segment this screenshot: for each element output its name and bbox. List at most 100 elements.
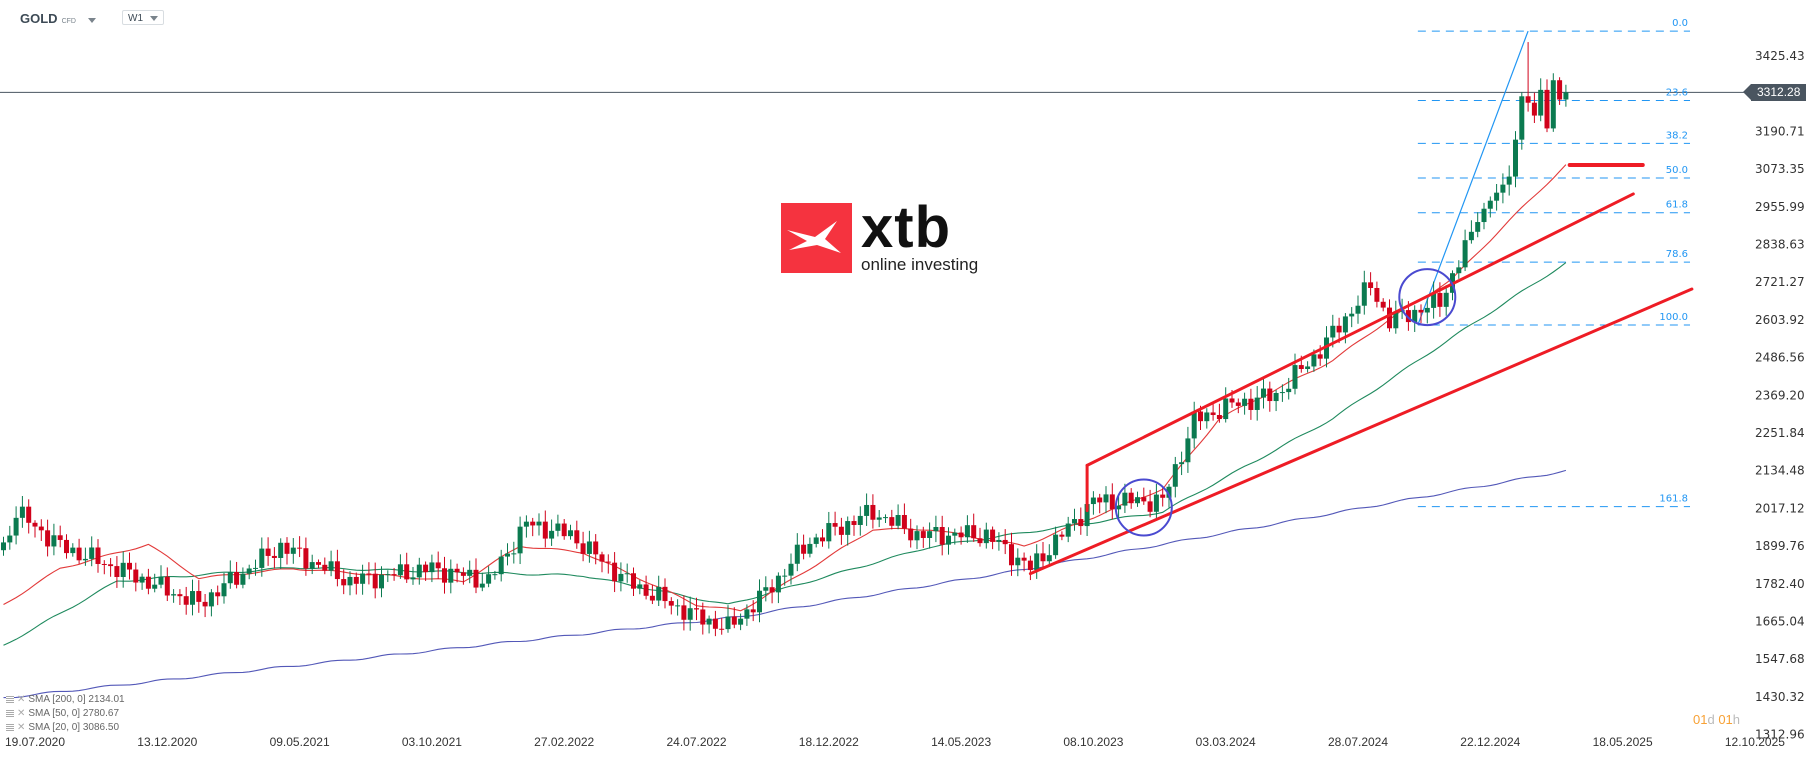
candle-body xyxy=(1487,200,1493,209)
candle xyxy=(712,610,718,637)
date-axis-label: 03.10.2021 xyxy=(402,735,462,749)
candle-body xyxy=(1015,557,1021,566)
candle-body xyxy=(253,567,258,569)
candle xyxy=(32,520,38,538)
candle xyxy=(45,519,51,557)
candle-body xyxy=(334,561,340,580)
candle xyxy=(851,515,857,536)
candle xyxy=(523,515,529,538)
candle-body xyxy=(744,609,750,619)
candle xyxy=(1009,532,1014,576)
candle xyxy=(89,536,95,567)
chevron-down-icon xyxy=(150,16,158,21)
candle xyxy=(649,584,655,605)
candle-body xyxy=(1141,497,1147,502)
xtb-logo: xtb online investing xyxy=(781,199,978,275)
candle-body xyxy=(89,547,95,559)
close-icon[interactable]: ✕ xyxy=(17,694,26,705)
candle-body xyxy=(114,566,120,578)
candle-body xyxy=(177,594,183,597)
candle xyxy=(334,549,340,587)
candle-body xyxy=(101,563,107,565)
candle-body xyxy=(1506,176,1512,185)
candle-body xyxy=(1437,293,1443,307)
candle xyxy=(95,539,101,573)
candle-body xyxy=(523,521,529,527)
candle-body xyxy=(139,576,145,583)
candle-body xyxy=(1349,313,1355,317)
candle xyxy=(662,578,668,609)
candle-body xyxy=(971,525,977,539)
indicator-sma20[interactable]: ✕ SMA [20, 0] 3086.50 xyxy=(6,722,119,733)
candle-body xyxy=(1229,398,1235,403)
candle-body xyxy=(1172,464,1178,487)
candle xyxy=(120,551,126,588)
candle xyxy=(1040,541,1046,569)
candle-body xyxy=(908,528,914,541)
indicator-sma200[interactable]: ✕ SMA [200, 0] 2134.01 xyxy=(6,694,125,705)
candle-body xyxy=(1342,316,1348,333)
candle-body xyxy=(643,584,649,596)
date-axis-label: 27.02.2022 xyxy=(534,735,594,749)
candle-body xyxy=(801,544,807,554)
price-axis-label: 2603.92 xyxy=(1755,313,1805,327)
candle-body xyxy=(1027,560,1033,571)
candle-body xyxy=(725,616,731,630)
candle-body xyxy=(19,506,25,518)
candle-body xyxy=(782,575,788,577)
symbol-selector[interactable]: GOLD CFD xyxy=(20,11,96,26)
candle xyxy=(1273,389,1279,412)
symbol-name: GOLD xyxy=(20,11,58,26)
date-axis-label: 09.05.2021 xyxy=(270,735,330,749)
candle xyxy=(574,520,580,549)
timeframe-dropdown[interactable]: W1 xyxy=(122,10,164,25)
close-icon[interactable]: ✕ xyxy=(17,708,26,719)
candle-body xyxy=(927,531,933,538)
candle xyxy=(227,560,233,589)
candle xyxy=(1248,388,1254,420)
candle-body xyxy=(410,577,416,580)
candle-body xyxy=(284,542,290,554)
date-axis-label: 18.12.2022 xyxy=(799,735,859,749)
settings-icon[interactable] xyxy=(6,724,14,731)
candle-body xyxy=(1160,494,1166,498)
candle xyxy=(1361,270,1367,315)
timeframe-value: W1 xyxy=(128,13,143,24)
candle-body xyxy=(341,579,347,586)
candle xyxy=(511,541,517,564)
price-axis-label: 1782.40 xyxy=(1755,577,1805,591)
indicator-sma50[interactable]: ✕ SMA [50, 0] 2780.67 xyxy=(6,708,119,719)
candle xyxy=(971,513,977,542)
candle-body xyxy=(505,553,510,557)
candle xyxy=(933,515,939,543)
candle xyxy=(309,554,315,575)
candle xyxy=(13,506,19,545)
candle xyxy=(1072,508,1077,531)
candle-body xyxy=(70,547,76,554)
candle xyxy=(1261,378,1266,409)
candle xyxy=(643,575,649,600)
candle-body xyxy=(26,506,32,523)
candle-body xyxy=(542,521,548,539)
settings-icon[interactable] xyxy=(6,696,14,703)
candle-body xyxy=(1500,184,1506,193)
fib-level-label: 50.0 xyxy=(1666,165,1688,176)
candle xyxy=(1046,544,1052,567)
candle-body xyxy=(1179,462,1185,465)
candle-body xyxy=(473,569,479,588)
price-axis-label: 3190.71 xyxy=(1755,124,1805,138)
candle xyxy=(1544,79,1550,133)
candle-body xyxy=(1185,438,1191,463)
candle-body xyxy=(372,573,378,589)
candle-body xyxy=(1305,366,1311,370)
chevron-down-icon[interactable] xyxy=(87,18,96,23)
candle-body xyxy=(668,601,674,606)
price-axis-label: 1312.96 xyxy=(1755,728,1805,742)
settings-icon[interactable] xyxy=(6,710,14,717)
close-icon[interactable]: ✕ xyxy=(17,722,26,733)
candle-body xyxy=(221,583,227,597)
candle-body xyxy=(794,544,800,564)
candle-body xyxy=(435,562,441,569)
candle-body xyxy=(914,531,920,541)
